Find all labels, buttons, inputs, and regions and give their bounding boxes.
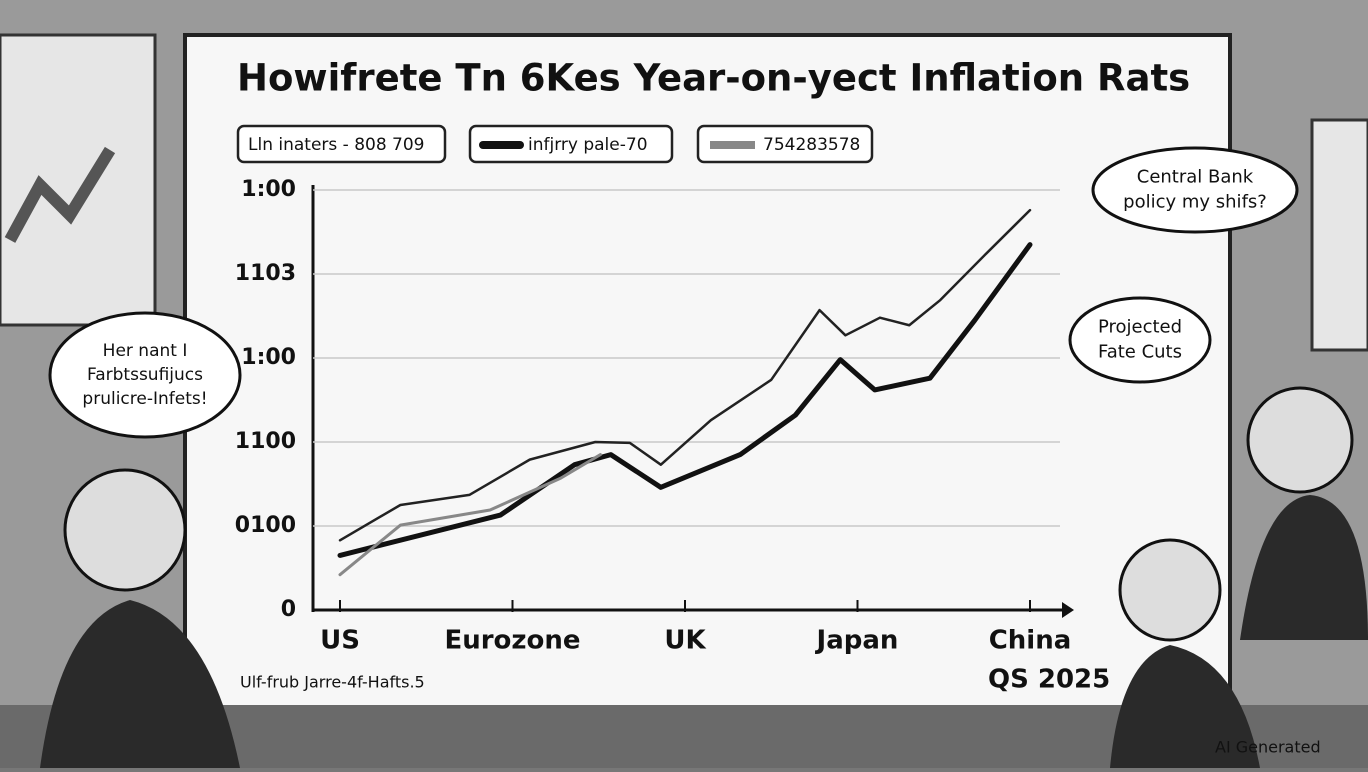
person-body	[1110, 645, 1260, 768]
legend-label: 754283578	[763, 135, 860, 155]
person-body	[40, 600, 240, 768]
y-tick-label: 1100	[235, 429, 296, 454]
person-body	[1240, 495, 1368, 640]
bubble-text: prulicre-Infets!	[82, 389, 207, 409]
legend-box	[696, 124, 874, 164]
y-tick-label: 1:00	[241, 345, 296, 370]
footnote: Ulf-frub Jarre-4f-Hafts.5	[240, 673, 425, 692]
person-head	[63, 468, 187, 592]
x-tick-label: Japan	[815, 626, 899, 656]
bubble-text: Fate Cuts	[1098, 342, 1182, 363]
legend-box	[468, 124, 674, 164]
speech-bubble	[1091, 146, 1299, 234]
chart-title: Howifrete Tn 6Kes Year-on-yect Inflation…	[237, 57, 1190, 100]
side-poster	[0, 33, 157, 327]
axis-arrow	[1062, 602, 1074, 618]
series-line	[337, 242, 1033, 558]
series-line	[338, 453, 602, 577]
person-head	[1246, 386, 1354, 494]
y-tick-label: 1103	[235, 261, 296, 286]
person-head	[1118, 538, 1222, 642]
bubble-text: Farbtssufijucs	[87, 365, 203, 385]
x-tick-label: US	[320, 626, 360, 656]
x-tick-label: Eurozone	[444, 626, 580, 656]
speech-bubble	[48, 311, 242, 439]
bubble-text: Her nant I	[103, 341, 188, 361]
x-tick-label: China	[989, 626, 1072, 656]
speech-bubble	[1068, 296, 1212, 384]
side-poster	[1310, 118, 1368, 352]
y-tick-label: 1:00	[241, 177, 296, 202]
legend-box	[236, 124, 447, 164]
bubble-text: policy my shifs?	[1123, 192, 1267, 213]
bubble-text: Projected	[1098, 317, 1182, 338]
period-label: QS 2025	[988, 665, 1110, 695]
watermark: AI Generated	[1215, 738, 1321, 757]
poster-arrow	[4, 146, 116, 243]
y-tick-label: 0100	[235, 513, 296, 538]
x-tick-label: UK	[664, 626, 706, 656]
series-line	[338, 208, 1032, 542]
legend-label: Lln inaters - 808 709	[248, 135, 425, 155]
bubble-text: Central Bank	[1137, 167, 1254, 188]
y-tick-label: 0	[281, 597, 296, 622]
legend-label: infjrry pale-70	[528, 135, 648, 155]
